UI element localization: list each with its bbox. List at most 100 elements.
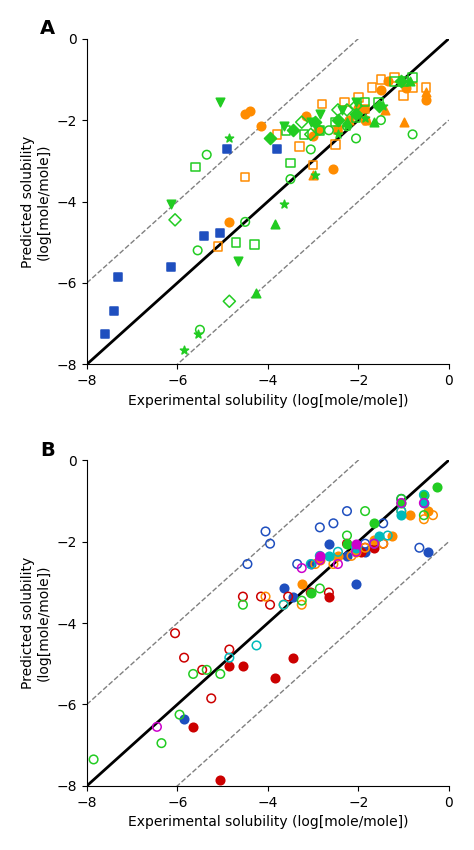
Point bbox=[352, 537, 360, 551]
Point bbox=[325, 590, 333, 604]
Point bbox=[370, 541, 378, 554]
Point bbox=[334, 545, 342, 558]
Point bbox=[343, 537, 351, 551]
Point bbox=[388, 529, 396, 542]
Point bbox=[201, 230, 208, 243]
Point bbox=[400, 116, 407, 129]
Point bbox=[352, 541, 360, 554]
Point bbox=[352, 111, 360, 125]
X-axis label: Experimental solubility (log[mole/mole]): Experimental solubility (log[mole/mole]) bbox=[128, 815, 408, 829]
Point bbox=[400, 75, 407, 88]
Point bbox=[226, 132, 233, 145]
Point bbox=[226, 643, 233, 656]
Point bbox=[307, 116, 315, 129]
Point bbox=[217, 773, 224, 786]
Point bbox=[241, 107, 249, 121]
Point bbox=[352, 132, 360, 145]
Point bbox=[377, 82, 385, 96]
Point bbox=[194, 244, 201, 258]
Point bbox=[282, 123, 290, 137]
Point bbox=[214, 240, 222, 253]
Point bbox=[343, 529, 351, 542]
Point bbox=[223, 142, 231, 156]
Point bbox=[409, 71, 416, 84]
Point bbox=[217, 95, 224, 109]
Point bbox=[316, 107, 324, 121]
Point bbox=[316, 123, 324, 137]
Point bbox=[314, 123, 321, 137]
Text: A: A bbox=[40, 20, 55, 38]
Point bbox=[346, 113, 353, 127]
Point bbox=[239, 590, 246, 604]
Point bbox=[316, 520, 324, 534]
Point bbox=[398, 504, 405, 518]
Point bbox=[257, 590, 265, 604]
Point bbox=[307, 586, 315, 599]
Point bbox=[420, 488, 428, 502]
Point bbox=[232, 235, 240, 249]
Point bbox=[357, 545, 365, 558]
Point bbox=[420, 496, 428, 510]
Point bbox=[334, 549, 342, 563]
Point bbox=[325, 123, 333, 137]
Point bbox=[343, 116, 351, 129]
Point bbox=[391, 71, 398, 84]
Point bbox=[280, 581, 287, 595]
Point bbox=[343, 537, 351, 551]
Point bbox=[167, 260, 174, 274]
Point bbox=[273, 143, 281, 156]
Point bbox=[352, 95, 360, 109]
Point bbox=[391, 75, 398, 88]
Point bbox=[361, 545, 369, 558]
Point bbox=[298, 561, 306, 575]
Point bbox=[370, 116, 378, 129]
Point bbox=[334, 123, 342, 137]
Point bbox=[302, 110, 310, 123]
Point bbox=[90, 752, 97, 766]
Point bbox=[398, 492, 405, 506]
Point bbox=[250, 237, 258, 251]
Point bbox=[191, 160, 199, 173]
Point bbox=[101, 327, 109, 341]
Point bbox=[348, 549, 356, 563]
Point bbox=[352, 545, 360, 558]
Point bbox=[217, 226, 224, 240]
Text: B: B bbox=[40, 440, 55, 460]
Point bbox=[352, 545, 360, 558]
Point bbox=[368, 81, 376, 94]
Point bbox=[153, 720, 161, 734]
Point bbox=[343, 119, 351, 133]
Point bbox=[422, 81, 430, 94]
Point bbox=[311, 116, 319, 129]
Point bbox=[203, 148, 210, 162]
Point bbox=[289, 123, 296, 137]
Point bbox=[307, 586, 315, 599]
Point bbox=[266, 132, 274, 145]
Point bbox=[332, 138, 339, 151]
Point bbox=[316, 549, 324, 563]
Point bbox=[226, 659, 233, 672]
Point bbox=[429, 508, 437, 522]
Point bbox=[226, 294, 233, 308]
Point bbox=[289, 590, 296, 604]
Point bbox=[361, 95, 369, 109]
Point bbox=[307, 143, 315, 156]
Point bbox=[235, 254, 242, 268]
Point bbox=[361, 111, 369, 125]
Point bbox=[416, 541, 423, 554]
Point bbox=[379, 537, 387, 551]
Point bbox=[309, 158, 317, 172]
Point bbox=[370, 517, 378, 530]
Point bbox=[364, 113, 371, 127]
Point bbox=[284, 590, 292, 604]
Point bbox=[298, 594, 306, 608]
Point bbox=[329, 517, 337, 530]
Point bbox=[280, 598, 287, 611]
Point bbox=[307, 128, 315, 141]
Point bbox=[271, 672, 278, 685]
Point bbox=[398, 496, 405, 510]
Point bbox=[402, 81, 410, 94]
Point bbox=[311, 168, 319, 182]
Point bbox=[377, 72, 385, 86]
Point bbox=[409, 128, 416, 141]
